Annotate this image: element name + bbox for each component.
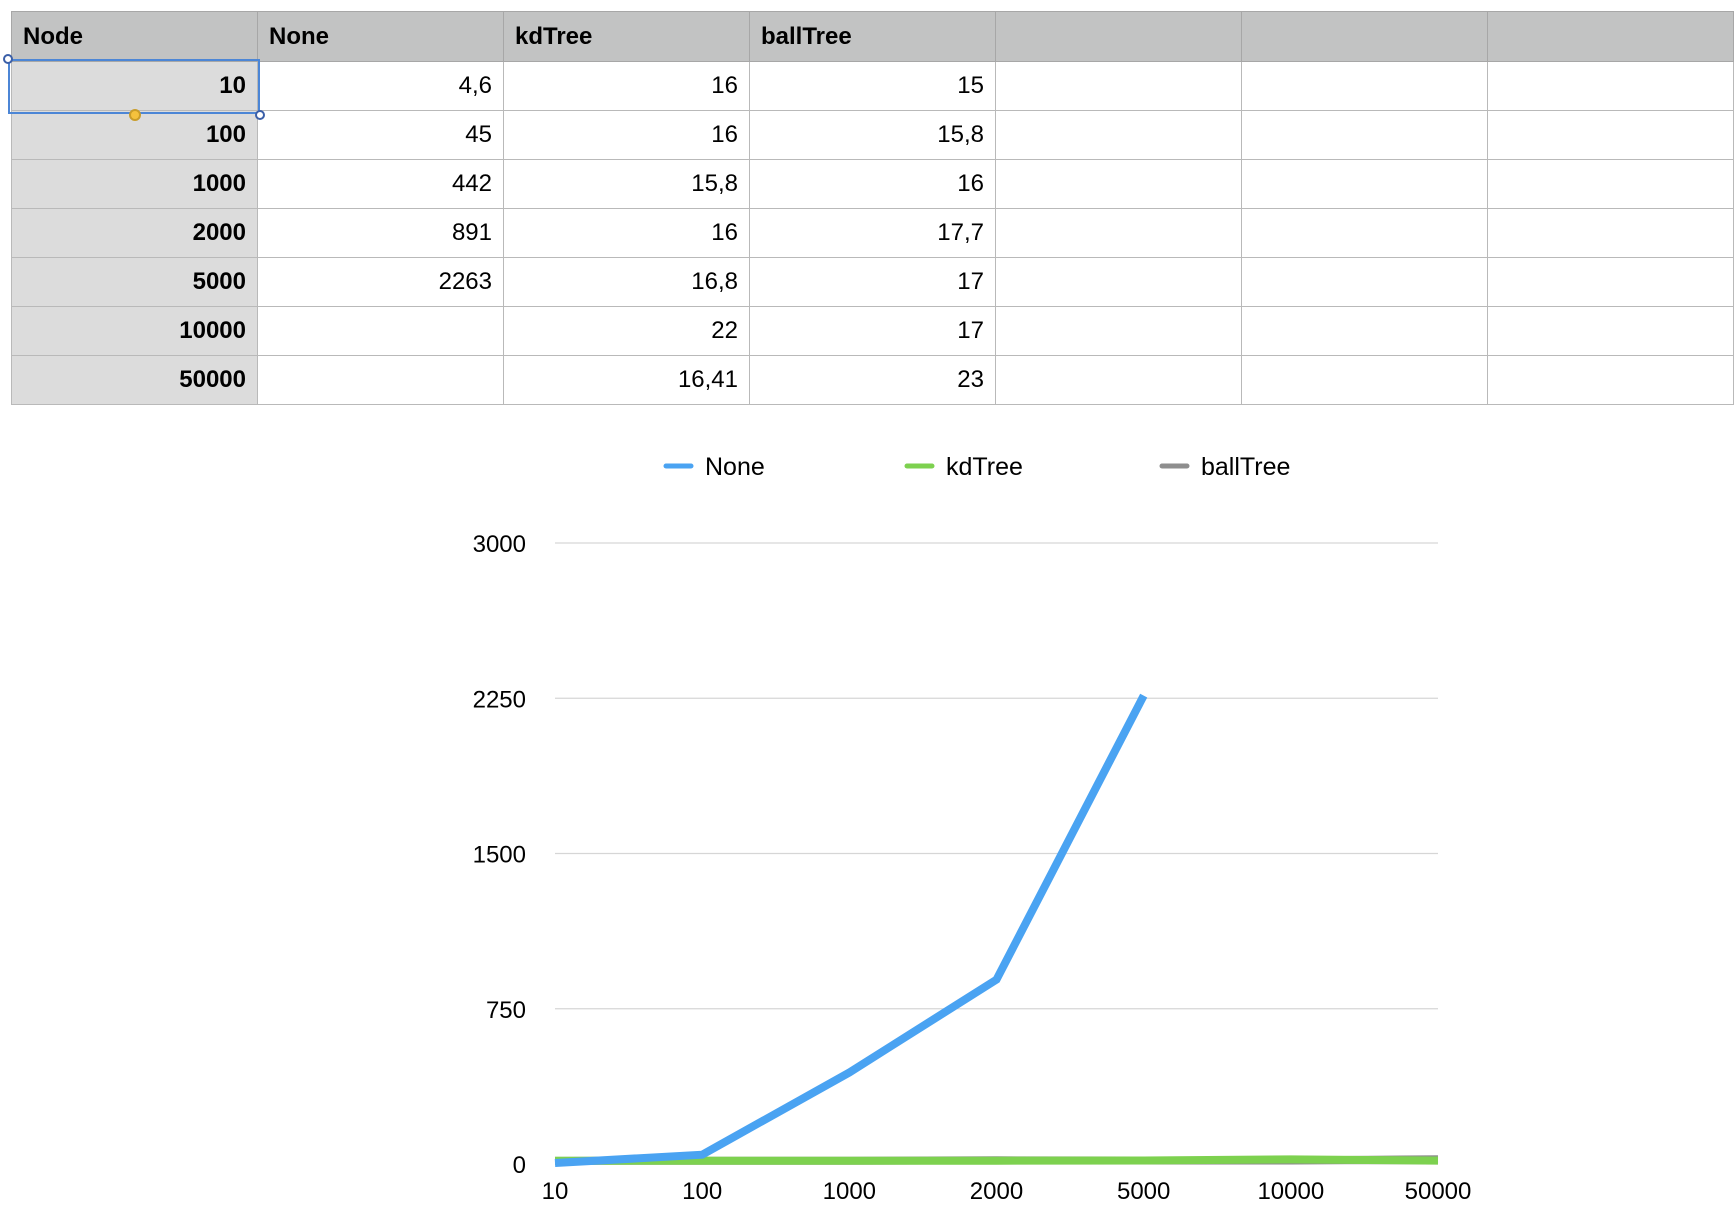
selection-handle-top-left[interactable] (3, 54, 13, 64)
x-tick-label: 10 (542, 1178, 569, 1205)
y-axis-ticks: 0 750 1500 2250 3000 (473, 531, 526, 1179)
row-header-cell[interactable]: 5000 (11, 257, 258, 307)
table-cell[interactable]: 442 (257, 159, 504, 209)
table-cell[interactable] (1487, 159, 1734, 209)
table-cell[interactable]: 17 (749, 306, 996, 356)
table-cell[interactable] (257, 355, 504, 405)
spreadsheet-table: Node None kdTree ballTree 10 4,6 16 15 1… (11, 11, 1734, 405)
table-cell[interactable] (1487, 61, 1734, 111)
table-cell[interactable] (1241, 61, 1488, 111)
selection-fill-handle[interactable] (129, 109, 141, 121)
chart-series (554, 693, 1439, 1167)
header-cell-empty[interactable] (1241, 11, 1488, 62)
table-cell[interactable] (1487, 208, 1734, 258)
table-cell[interactable] (995, 61, 1242, 111)
table-cell[interactable] (1487, 257, 1734, 307)
header-cell-none[interactable]: None (257, 11, 504, 62)
table-cell[interactable]: 15,8 (503, 159, 750, 209)
table-cell[interactable] (995, 159, 1242, 209)
table-cell[interactable]: 2263 (257, 257, 504, 307)
table-cell[interactable] (1241, 355, 1488, 405)
table-cell[interactable]: 22 (503, 306, 750, 356)
legend-label: ballTree (1201, 453, 1290, 481)
x-tick-label: 100 (682, 1178, 722, 1205)
table-cell[interactable] (1241, 257, 1488, 307)
row-header-cell[interactable]: 10000 (11, 306, 258, 356)
header-cell-balltree[interactable]: ballTree (749, 11, 996, 62)
table-cell[interactable]: 16 (503, 61, 750, 111)
table-row: 10000 22 17 (11, 306, 1734, 356)
header-cell-empty[interactable] (1487, 11, 1734, 62)
table-row: 10 4,6 16 15 (11, 61, 1734, 111)
legend-item-balltree[interactable]: ballTree (1159, 453, 1290, 481)
table-cell[interactable] (995, 355, 1242, 405)
x-tick-label: 1000 (823, 1178, 876, 1205)
table-cell[interactable]: 891 (257, 208, 504, 258)
row-header-cell[interactable]: 2000 (11, 208, 258, 258)
table-cell[interactable] (995, 306, 1242, 356)
table-cell[interactable] (995, 257, 1242, 307)
table-cell[interactable] (1487, 355, 1734, 405)
table-cell[interactable] (995, 110, 1242, 160)
table-cell[interactable] (1241, 208, 1488, 258)
x-tick-label: 5000 (1117, 1178, 1170, 1205)
chart-gridlines (555, 542, 1438, 1165)
table-row: 1000 442 15,8 16 (11, 159, 1734, 209)
row-header-cell[interactable]: 1000 (11, 159, 258, 209)
y-tick-label: 1500 (473, 842, 526, 869)
table-row: 2000 891 16 17,7 (11, 208, 1734, 258)
table-cell[interactable]: 16 (749, 159, 996, 209)
x-tick-label: 50000 (1405, 1178, 1472, 1205)
x-axis-ticks: 10 100 1000 2000 5000 10000 50000 (542, 1178, 1472, 1205)
series-line-kdtree[interactable] (555, 1155, 1439, 1165)
table-row: 50000 16,41 23 (11, 355, 1734, 405)
table-row: 100 45 16 15,8 (11, 110, 1734, 160)
table-cell[interactable]: 17 (749, 257, 996, 307)
y-tick-label: 3000 (473, 531, 526, 558)
chart-legend: None kdTree ballTree (663, 453, 1290, 481)
legend-item-none[interactable]: None (663, 453, 765, 481)
table-cell[interactable]: 15,8 (749, 110, 996, 160)
table-cell[interactable] (1241, 110, 1488, 160)
table-cell[interactable]: 45 (257, 110, 504, 160)
series-line-none[interactable] (554, 693, 1148, 1167)
table-cell[interactable] (1487, 306, 1734, 356)
x-tick-label: 2000 (970, 1178, 1023, 1205)
table-cell[interactable] (995, 208, 1242, 258)
table-cell[interactable] (1241, 306, 1488, 356)
table-cell[interactable]: 16 (503, 208, 750, 258)
table-cell[interactable] (1241, 159, 1488, 209)
table-cell[interactable]: 17,7 (749, 208, 996, 258)
legend-label: None (705, 453, 765, 481)
header-row: Node None kdTree ballTree (11, 11, 1734, 62)
y-tick-label: 750 (486, 997, 526, 1024)
table-cell[interactable]: 16,41 (503, 355, 750, 405)
y-tick-label: 2250 (473, 686, 526, 713)
table-cell[interactable]: 4,6 (257, 61, 504, 111)
header-cell-kdtree[interactable]: kdTree (503, 11, 750, 62)
row-header-cell[interactable]: 50000 (11, 355, 258, 405)
table-cell[interactable]: 16,8 (503, 257, 750, 307)
table-cell[interactable]: 15 (749, 61, 996, 111)
y-tick-label: 0 (513, 1152, 526, 1179)
x-tick-label: 10000 (1257, 1178, 1324, 1205)
table-cell[interactable] (257, 306, 504, 356)
legend-label: kdTree (946, 453, 1023, 481)
legend-item-kdtree[interactable]: kdTree (904, 453, 1023, 481)
header-cell-node[interactable]: Node (11, 11, 258, 62)
table-row: 5000 2263 16,8 17 (11, 257, 1734, 307)
selection-handle-bottom-right[interactable] (255, 110, 265, 120)
table-cell[interactable]: 16 (503, 110, 750, 160)
table-cell[interactable] (1487, 110, 1734, 160)
header-cell-empty[interactable] (995, 11, 1242, 62)
table-cell[interactable]: 23 (749, 355, 996, 405)
row-header-cell[interactable]: 10 (11, 61, 258, 111)
